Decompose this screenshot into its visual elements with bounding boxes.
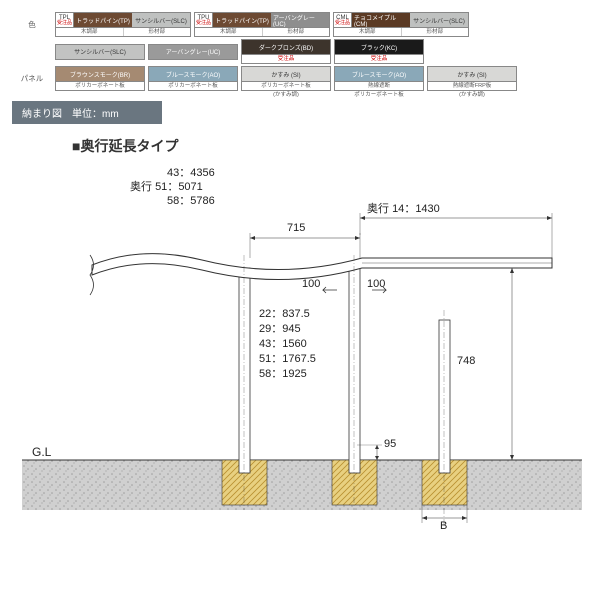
juchu-note: 受注品 <box>335 21 350 26</box>
panel-block: ブルースモーク(AO) 熱線遮断 ポリカーボネート板 <box>334 66 424 91</box>
swatch: ダークブロンズ(BD) <box>242 40 330 54</box>
panel-block: ブルースモーク(AO) ポリカーボネート板 <box>148 66 238 91</box>
panel-block: ブラウンスモーク(BR) ポリカーボネート板 <box>55 66 145 91</box>
swatch: トラッドパイン(TP) <box>213 13 271 27</box>
swatch: チョコメイプル(CM) <box>352 13 410 27</box>
color-legend: 色 TPL受注品 トラッドパイン(TP) サンシルバー(SLC) 木調部形材部 … <box>12 12 588 91</box>
swatch: ブルースモーク(AO) <box>335 67 423 81</box>
color-block: ブラック(KC) 受注品 <box>334 39 424 64</box>
swatch: サンシルバー(SLC) <box>56 45 144 59</box>
panel-block: かすみ (SI) 熱線遮断FRP板 (かすみ調) <box>427 66 517 91</box>
section-band: 納まり図 単位：mm <box>12 101 162 124</box>
color-block: アーバングレー(UC) <box>148 44 238 60</box>
swatch: ブルースモーク(AO) <box>149 67 237 81</box>
swatch: サンシルバー(SLC) <box>132 13 190 27</box>
swatch: アーバングレー(UC) <box>271 13 329 27</box>
legend-row-colors-2: サンシルバー(SLC) アーバングレー(UC) ダークブロンズ(BD) 受注品 … <box>12 39 588 64</box>
height-748: 748 <box>457 355 475 367</box>
color-block: サンシルバー(SLC) <box>55 44 145 60</box>
legend-row-colors-1: 色 TPL受注品 トラッドパイン(TP) サンシルバー(SLC) 木調部形材部 … <box>12 12 588 37</box>
diagram-title: ■奥行延長タイプ <box>72 136 588 156</box>
swatch: ブラウンスモーク(BR) <box>56 67 144 81</box>
swatch: トラッドパイン(TP) <box>74 13 132 27</box>
offset-100-r: 100 <box>367 278 385 290</box>
base-b: B <box>440 520 447 532</box>
row-label-panel: パネル <box>12 73 52 84</box>
span-715: 715 <box>287 222 305 234</box>
swatch: かすみ (SI) <box>242 67 330 81</box>
legend-row-panels: パネル ブラウンスモーク(BR) ポリカーボネート板 ブルースモーク(AO) ポ… <box>12 66 588 91</box>
swatch: サンシルバー(SLC) <box>410 13 468 27</box>
color-block: TPU受注品 トラッドパイン(TP) アーバングレー(UC) 木調部形材部 <box>194 12 330 37</box>
row-label-color: 色 <box>12 19 52 30</box>
color-block: CML受注品 チョコメイプル(CM) サンシルバー(SLC) 木調部形材部 <box>333 12 469 37</box>
swatch: ブラック(KC) <box>335 40 423 54</box>
swatch: アーバングレー(UC) <box>149 45 237 59</box>
swatch: かすみ (SI) <box>428 67 516 81</box>
juchu-note: 受注品 <box>196 21 211 26</box>
clearance-95: 95 <box>384 438 396 450</box>
gl-label: G.L <box>32 445 51 459</box>
color-block: ダークブロンズ(BD) 受注品 <box>241 39 331 64</box>
diagram: 43：4356 奥行 51：5071 58：5786 奥行 14：1430 71… <box>22 160 582 530</box>
color-block: TPL受注品 トラッドパイン(TP) サンシルバー(SLC) 木調部形材部 <box>55 12 191 37</box>
panel-block: かすみ (SI) ポリカーボネート板 (かすみ調) <box>241 66 331 91</box>
offset-100-l: 100 <box>302 278 320 290</box>
juchu-note: 受注品 <box>57 21 72 26</box>
